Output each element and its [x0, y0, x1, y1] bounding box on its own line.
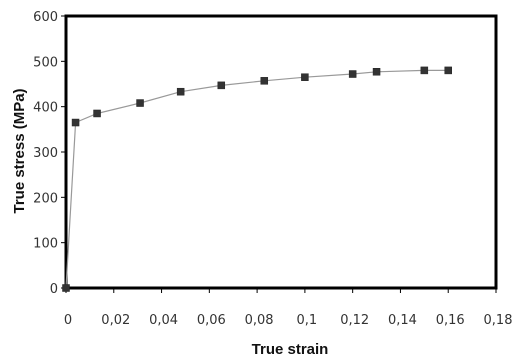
- y-tick-label: 600: [33, 10, 58, 25]
- x-tick-label: 0,16: [436, 313, 465, 328]
- x-tick-label: 0,12: [340, 313, 369, 328]
- axes-layer: [64, 14, 498, 290]
- y-axis-title: True stress (MPa): [11, 88, 28, 213]
- data-point-marker: [348, 70, 357, 78]
- data-point-marker: [444, 66, 452, 75]
- data-point-marker: [93, 109, 101, 118]
- y-tick-label: 0: [50, 282, 58, 297]
- x-tick-label: 0,1: [297, 313, 318, 328]
- series-layer: [62, 66, 452, 292]
- x-tick-label: 0,04: [149, 313, 178, 328]
- y-tick-label: 500: [33, 55, 58, 70]
- y-tick-label: 400: [33, 101, 58, 116]
- data-point-marker: [71, 118, 80, 127]
- ticks-layer: 0 100 200 300 400 500 600 0 0,02 0,04 0,06 0,08 0,1 0…: [33, 10, 512, 328]
- data-point-marker: [420, 66, 429, 75]
- data-point-marker: [136, 99, 144, 107]
- data-point-marker: [176, 87, 185, 96]
- y-tick-label: 300: [33, 146, 58, 161]
- x-tick-label: 0,18: [484, 313, 513, 328]
- x-tick-label: 0,02: [101, 313, 130, 328]
- data-point-marker: [372, 68, 381, 76]
- x-tick-label: 0: [64, 313, 72, 328]
- y-tick-label: 200: [33, 191, 58, 206]
- x-tick-label: 0,08: [245, 313, 274, 328]
- data-point-marker: [301, 73, 309, 81]
- data-point-marker: [217, 81, 226, 90]
- x-tick-label: 0,06: [197, 313, 226, 328]
- data-point-marker: [260, 77, 269, 85]
- y-tick-label: 100: [33, 237, 58, 252]
- data-point-marker: [62, 284, 70, 292]
- x-tick-label: 0,14: [388, 313, 417, 328]
- series-line: [65, 69, 449, 289]
- x-axis-title: True strain: [252, 341, 329, 358]
- plot-frame: [64, 14, 498, 290]
